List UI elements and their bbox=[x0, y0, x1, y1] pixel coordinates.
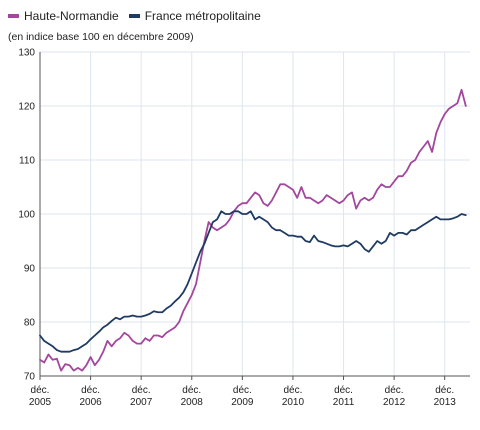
y-tick-label: 130 bbox=[18, 48, 35, 59]
x-tick-label: déc. bbox=[81, 385, 100, 396]
x-tick-label: déc. bbox=[435, 385, 454, 396]
x-tick-label: déc. bbox=[334, 385, 353, 396]
series-line-haute-normandie bbox=[39, 88, 467, 372]
x-tick-label: 2013 bbox=[434, 397, 457, 408]
chart-subtitle: (en indice base 100 en décembre 2009) bbox=[8, 31, 194, 43]
x-tick-label: déc. bbox=[132, 385, 151, 396]
x-tick-label: 2008 bbox=[181, 397, 204, 408]
x-tick-label: 2012 bbox=[383, 397, 406, 408]
y-tick-label: 110 bbox=[19, 156, 35, 167]
x-tick-label: déc. bbox=[233, 385, 252, 396]
y-tick-label: 120 bbox=[18, 102, 35, 113]
x-tick-label: déc. bbox=[31, 385, 50, 396]
legend-swatch-france-metropolitaine bbox=[128, 14, 140, 18]
series-line-france-metropolitaine bbox=[39, 210, 467, 353]
x-tick-label: déc. bbox=[385, 385, 404, 396]
x-tick-label: 2006 bbox=[79, 397, 102, 408]
x-tick-label: 2005 bbox=[29, 397, 52, 408]
y-tick-label: 90 bbox=[24, 264, 36, 275]
x-tick-label: 2009 bbox=[231, 397, 254, 408]
chart-legend: Haute-Normandie France métropolitaine bbox=[8, 9, 271, 23]
x-tick-label: 2011 bbox=[333, 397, 355, 408]
y-tick-label: 80 bbox=[24, 318, 36, 329]
legend-label-haute-normandie: Haute-Normandie bbox=[24, 9, 119, 23]
x-tick-label: 2007 bbox=[130, 397, 153, 408]
x-tick-label: déc. bbox=[182, 385, 201, 396]
y-tick-label: 70 bbox=[24, 372, 36, 383]
x-tick-label: 2010 bbox=[282, 397, 305, 408]
legend-label-france-metropolitaine: France métropolitaine bbox=[144, 9, 261, 23]
legend-swatch-haute-normandie bbox=[8, 14, 19, 18]
legend-item-france-metropolitaine: France métropolitaine bbox=[128, 9, 261, 23]
y-tick-label: 100 bbox=[18, 210, 35, 221]
x-tick-label: déc. bbox=[283, 385, 302, 396]
legend-item-haute-normandie: Haute-Normandie bbox=[8, 9, 119, 23]
